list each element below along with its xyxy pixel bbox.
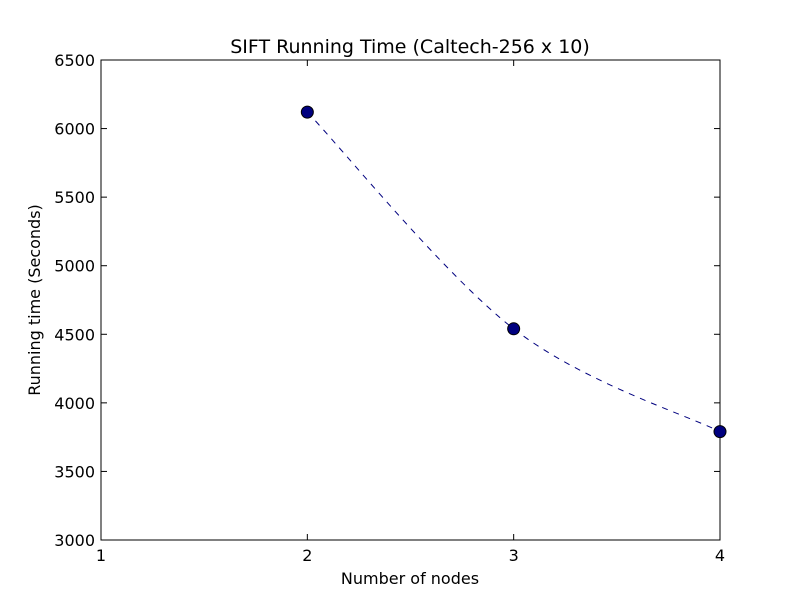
y-tick-label-5: 5500	[54, 188, 95, 207]
y-tick-label-0: 3000	[54, 531, 95, 550]
y-tick-label-2: 4000	[54, 394, 95, 413]
data-point-0-2	[713, 425, 727, 439]
y-tick-label-4: 5000	[54, 257, 95, 276]
plot-area: 1 2 3 4 3000 3500 4000 4500 5000 5500 6000 6500	[54, 51, 727, 565]
x-tick-label-3: 4	[715, 546, 725, 565]
plot-frame	[100, 59, 721, 541]
y-tick-label-1: 3500	[54, 462, 95, 481]
x-axis-label: Number of nodes	[341, 569, 479, 588]
chart-title: SIFT Running Time (Caltech-256 x 10)	[230, 36, 590, 58]
series-lines	[306, 111, 721, 433]
axis-ticks	[100, 59, 721, 541]
series-markers	[300, 105, 727, 439]
data-point-0-1	[507, 322, 521, 336]
x-tick-label-0: 1	[96, 546, 106, 565]
y-tick-label-7: 6500	[54, 51, 95, 70]
y-tick-label-3: 4500	[54, 325, 95, 344]
series-line-0	[306, 111, 721, 433]
x-tick-label-1: 2	[302, 546, 312, 565]
axis-tick-labels: 1 2 3 4 3000 3500 4000 4500 5000 5500 6000 6500	[54, 51, 725, 565]
y-axis-label: Running time (Seconds)	[25, 204, 44, 396]
data-point-0-0	[300, 105, 314, 119]
x-tick-label-2: 3	[509, 546, 519, 565]
y-tick-label-6: 6000	[54, 120, 95, 139]
